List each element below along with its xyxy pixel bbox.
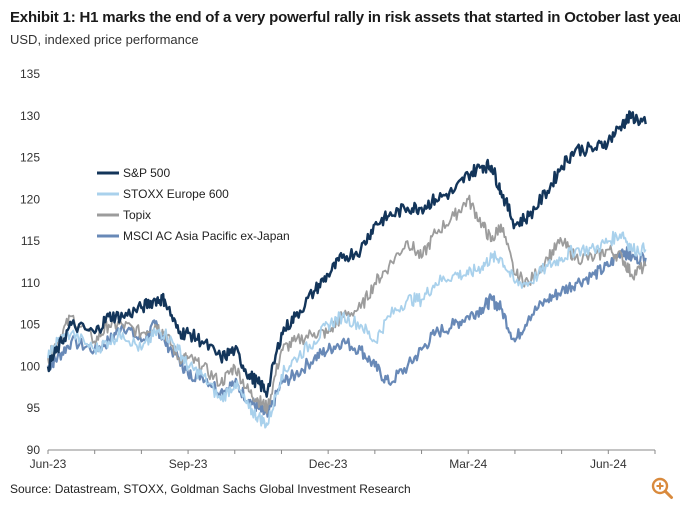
x-tick-label: Sep-23 bbox=[169, 457, 208, 471]
legend-label-stoxx: STOXX Europe 600 bbox=[123, 187, 229, 201]
chart-title: Exhibit 1: H1 marks the end of a very po… bbox=[10, 9, 680, 26]
y-tick-label: 100 bbox=[20, 359, 40, 373]
x-tick-label: Jun-24 bbox=[590, 457, 627, 471]
x-tick-label: Dec-23 bbox=[309, 457, 348, 471]
y-tick-label: 135 bbox=[20, 67, 40, 81]
legend-label-topix: Topix bbox=[123, 208, 151, 222]
chart-subtitle: USD, indexed price performance bbox=[10, 32, 199, 47]
y-tick-label: 120 bbox=[20, 192, 40, 206]
source-note: Source: Datastream, STOXX, Goldman Sachs… bbox=[10, 482, 411, 496]
x-axis: Jun-23 Sep-23 Dec-23 Mar-24 Jun-24 bbox=[30, 449, 656, 471]
y-tick-label: 130 bbox=[20, 109, 40, 123]
series-line-stoxx bbox=[47, 230, 647, 429]
zoom-in-icon[interactable] bbox=[650, 476, 674, 500]
legend-label-sp500: S&P 500 bbox=[123, 166, 170, 180]
x-tick-label: Mar-24 bbox=[449, 457, 487, 471]
y-tick-label: 115 bbox=[21, 234, 40, 248]
series-group bbox=[46, 110, 647, 429]
y-axis: 90 95 100 105 110 115 120 125 130 135 bbox=[20, 67, 40, 457]
y-tick-label: 90 bbox=[27, 443, 41, 457]
legend: S&P 500 STOXX Europe 600 Topix MSCI AC Asia… bbox=[97, 166, 290, 243]
x-tick-label: Jun-23 bbox=[30, 457, 67, 471]
y-tick-label: 105 bbox=[20, 318, 40, 332]
legend-label-msci: MSCI AC Asia Pacific ex-Japan bbox=[123, 229, 290, 243]
series-line-sp500 bbox=[46, 110, 647, 398]
y-tick-label: 110 bbox=[21, 276, 40, 290]
series-line-msci bbox=[47, 246, 647, 418]
y-tick-label: 125 bbox=[20, 151, 40, 165]
y-tick-label: 95 bbox=[27, 401, 41, 415]
